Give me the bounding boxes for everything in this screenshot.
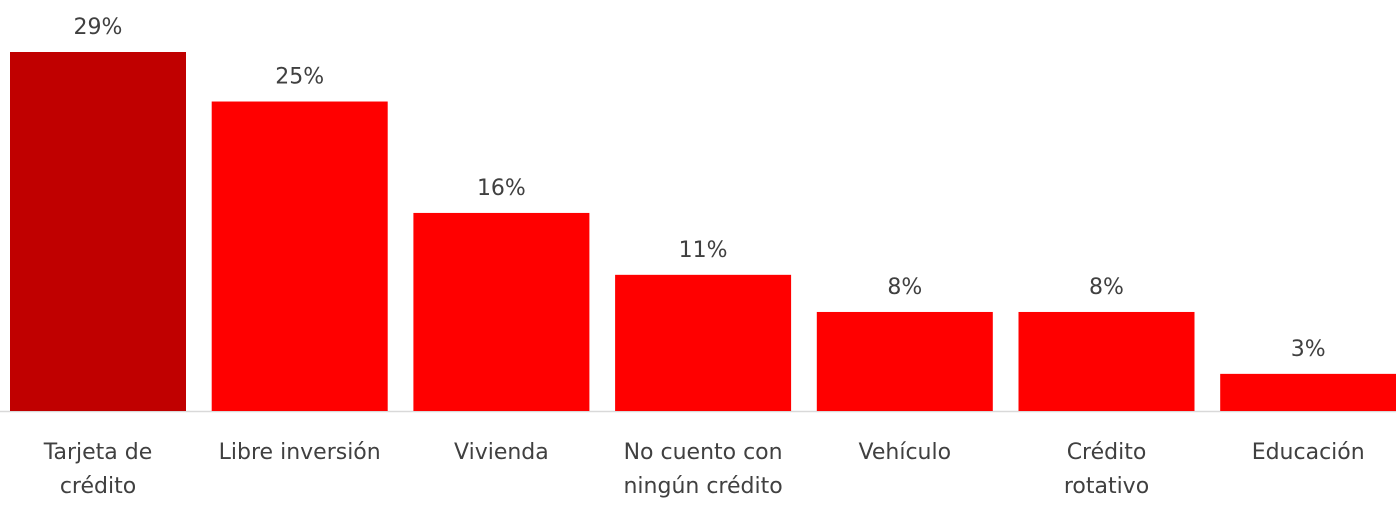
x-tick-label: Educación — [1251, 440, 1365, 465]
bar — [816, 311, 993, 411]
data-label: 25% — [275, 65, 324, 90]
x-tick-label: Tarjeta de crédito — [43, 440, 153, 499]
bar — [10, 52, 186, 411]
bar — [413, 212, 590, 411]
data-label: 29% — [74, 15, 123, 40]
data-label: 16% — [477, 176, 526, 201]
bar — [1220, 373, 1396, 411]
x-tick-label: Vehículo — [858, 440, 952, 465]
x-tick-label: No cuento con ningún crédito — [623, 440, 783, 499]
data-label: 8% — [1089, 275, 1124, 300]
bar — [1018, 311, 1195, 411]
data-label: 11% — [679, 238, 728, 263]
bar — [211, 101, 388, 411]
data-label: 8% — [887, 275, 922, 300]
x-tick-label: Crédito rotativo — [1063, 440, 1150, 499]
bar — [615, 274, 792, 411]
x-tick-label: Vivienda — [454, 440, 549, 465]
data-label: 3% — [1291, 337, 1326, 362]
x-tick-label: Libre inversión — [218, 440, 381, 465]
